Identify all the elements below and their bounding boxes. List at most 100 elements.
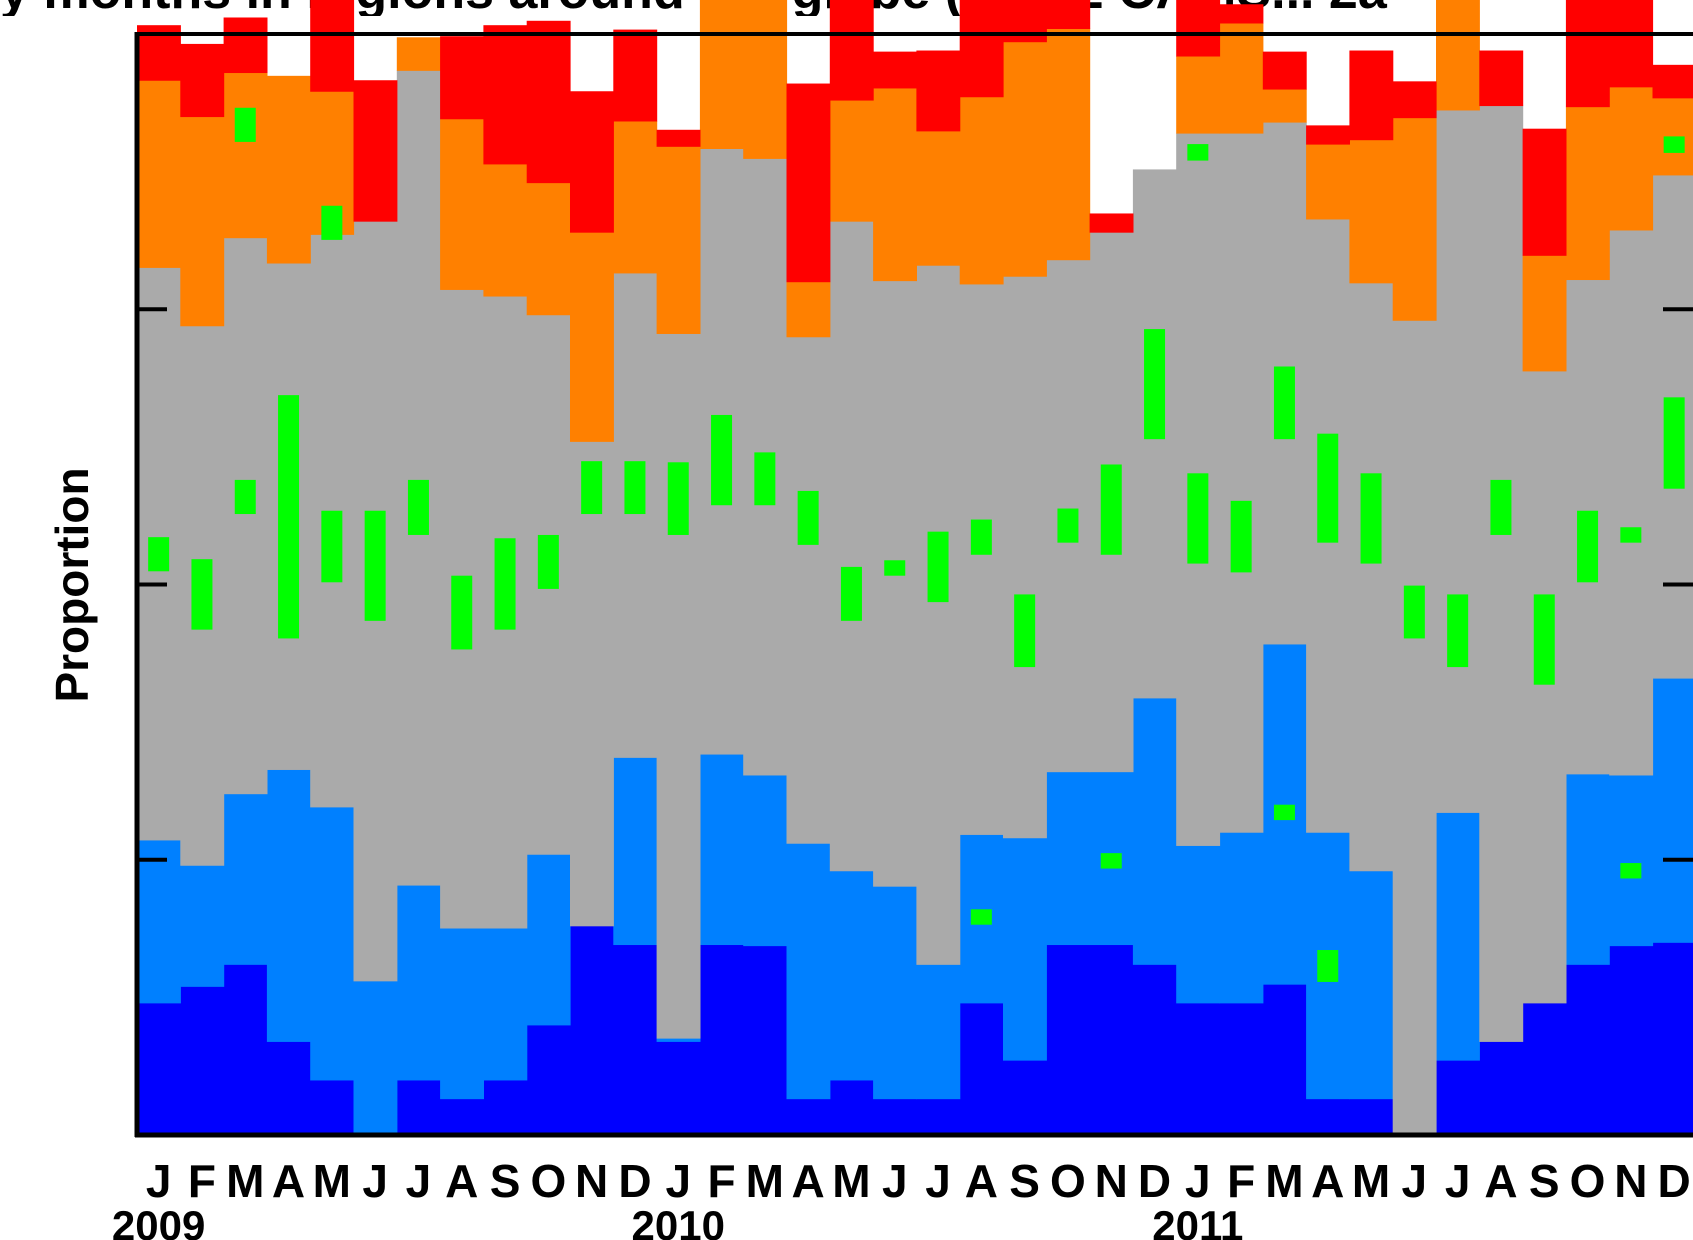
area-segment-band5-month25 <box>1176 0 1221 57</box>
marker-bar-month27-extra <box>1273 804 1295 821</box>
area-segment-band1-month12 <box>613 944 658 1136</box>
marker-bar-month27 <box>1273 366 1295 440</box>
area-segment-band5-month9 <box>483 25 528 165</box>
area-segment-band1-month31 <box>1436 1060 1480 1136</box>
marker-bar-month13 <box>667 462 689 535</box>
area-segment-band4-month3 <box>223 72 268 239</box>
marker-bar-month22 <box>1057 508 1079 543</box>
area-segment-band3-month19 <box>916 265 961 965</box>
area-segment-band2-month3 <box>223 793 268 965</box>
area-segment-band2-month4 <box>266 769 311 1042</box>
marker-bar-month3 <box>234 479 256 515</box>
area-segment-band4-month13 <box>656 146 701 334</box>
marker-bar-month5 <box>321 510 343 583</box>
area-segment-band1-month22 <box>1046 944 1091 1136</box>
area-segment-band5-month2 <box>180 43 225 118</box>
area-segment-band2-month10 <box>526 854 571 1026</box>
area-segment-band4-month22 <box>1046 28 1091 261</box>
marker-bar-month20-extra <box>970 909 992 925</box>
area-segment-band2-month29 <box>1349 870 1394 1100</box>
area-segment-band4-month16 <box>786 281 831 338</box>
x-tick-label: M <box>313 1155 351 1207</box>
area-segment-band5-month6 <box>353 80 398 222</box>
area-segment-band4-month14 <box>699 0 744 149</box>
area-segment-band4-month17 <box>829 100 874 222</box>
x-tick-label: N <box>1095 1155 1128 1207</box>
marker-bar-month16 <box>797 490 819 545</box>
area-segment-band4-month15 <box>743 0 788 159</box>
area-segment-band5-month34 <box>1565 0 1610 108</box>
area-segment-band4-month27 <box>1262 89 1307 123</box>
x-tick-label: F <box>188 1155 216 1207</box>
area-segment-band3-month13 <box>656 333 701 1039</box>
marker-bar-month9 <box>494 538 516 630</box>
area-segment-band1-month35 <box>1609 945 1654 1136</box>
marker-bar-month4 <box>278 395 300 639</box>
marker-bar-month29 <box>1360 473 1382 564</box>
area-segment-band1-month34 <box>1565 964 1610 1136</box>
area-segment-band1-month25 <box>1176 1002 1221 1136</box>
x-tick-label: S <box>1009 1155 1040 1207</box>
x-tick-label: F <box>707 1155 735 1207</box>
x-tick-label: M <box>746 1155 784 1207</box>
area-segment-band1-month7 <box>396 1079 441 1136</box>
area-segment-band2-month36 <box>1652 678 1693 943</box>
x-tick-label: S <box>490 1155 521 1207</box>
x-tick-label: J <box>925 1155 951 1207</box>
area-segment-band3-month12 <box>613 272 658 758</box>
area-segment-band3-month16 <box>786 336 831 844</box>
area-segment-band4-month34 <box>1565 106 1610 281</box>
x-tick-label: D <box>1658 1155 1691 1207</box>
area-segment-band3-month18 <box>873 280 917 887</box>
marker-bar-month24 <box>1144 329 1166 440</box>
area-segment-band4-month30 <box>1392 117 1437 321</box>
marker-bar-month1 <box>148 537 170 572</box>
area-segment-band2-month1 <box>137 839 181 1004</box>
area-segment-band4-month19 <box>916 130 961 266</box>
marker-bar-month34 <box>1577 510 1599 583</box>
area-segment-band1-month28 <box>1306 1098 1350 1136</box>
marker-bar-month3-extra <box>234 107 256 142</box>
area-segment-band4-month35 <box>1609 86 1654 231</box>
area-segment-band1-month4 <box>266 1041 311 1136</box>
area-segment-band5-month11 <box>570 91 614 233</box>
area-segment-band5-month32 <box>1479 50 1524 107</box>
marker-bar-month21 <box>1014 594 1036 668</box>
marker-bar-month14 <box>711 414 733 506</box>
area-segment-band5-month3 <box>223 17 268 74</box>
marker-bar-month12 <box>624 461 646 515</box>
area-segment-band3-month30 <box>1392 320 1437 1136</box>
area-segment-band1-month20 <box>959 1002 1004 1136</box>
area-segment-band2-month15 <box>743 774 788 947</box>
area-segment-band5-month28 <box>1306 125 1350 145</box>
x-tick-label: F <box>1227 1155 1255 1207</box>
x-year-label: 2009 <box>112 1202 205 1240</box>
stacked-areas <box>137 0 1693 1136</box>
x-year-label: 2011 <box>1152 1202 1243 1240</box>
area-segment-band2-month26 <box>1219 832 1264 1004</box>
area-segment-band1-month29 <box>1349 1098 1394 1136</box>
area-segment-band1-month15 <box>743 945 788 1136</box>
area-segment-band5-month18 <box>873 51 917 89</box>
area-segment-band2-month12 <box>613 757 658 946</box>
area-segment-band5-month19 <box>916 50 961 132</box>
x-tick-label: O <box>530 1155 566 1207</box>
area-segment-band4-month8 <box>440 118 484 290</box>
marker-bar-month33 <box>1533 594 1555 685</box>
axes <box>134 32 1693 1138</box>
marker-bar-month10 <box>537 534 559 589</box>
area-segment-band5-month16 <box>786 83 831 283</box>
x-tick-label: J <box>362 1155 388 1207</box>
area-segment-band1-month27 <box>1262 984 1307 1136</box>
area-segment-band5-month22 <box>1046 0 1091 29</box>
marker-bar-month28 <box>1317 433 1339 543</box>
x-tick-label: A <box>445 1155 478 1207</box>
area-segment-band3-month7 <box>396 70 441 886</box>
area-segment-band3-month11 <box>570 441 614 927</box>
marker-bar-month31 <box>1447 594 1469 668</box>
area-segment-band5-month8 <box>440 36 484 120</box>
area-segment-band2-month17 <box>829 870 874 1081</box>
area-segment-band2-month21 <box>1003 837 1047 1061</box>
x-tick-label: A <box>1484 1155 1517 1207</box>
area-segment-band2-month34 <box>1565 773 1610 965</box>
